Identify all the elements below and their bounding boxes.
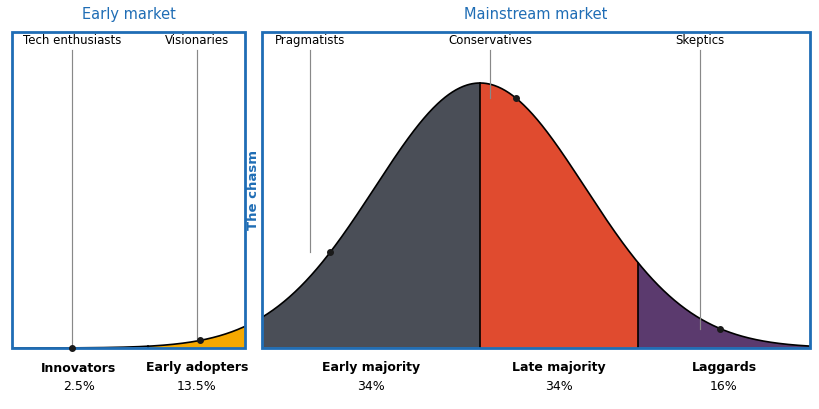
Bar	[262, 32, 809, 348]
Text: 34%: 34%	[357, 380, 384, 393]
Bar	[245, 0, 262, 409]
Text: 16%: 16%	[709, 380, 737, 393]
Text: Early majority: Early majority	[322, 362, 419, 375]
Polygon shape	[637, 263, 809, 348]
Text: Pragmatists: Pragmatists	[274, 34, 345, 47]
Bar	[809, 0, 819, 409]
Text: Conservatives: Conservatives	[447, 34, 532, 47]
Text: Innovators: Innovators	[41, 362, 116, 375]
Text: Visionaries: Visionaries	[165, 34, 229, 47]
Bar	[12, 32, 245, 348]
Polygon shape	[147, 326, 245, 348]
Text: 13.5%: 13.5%	[177, 380, 216, 393]
Text: Early adopters: Early adopters	[146, 362, 248, 375]
Bar	[262, 32, 809, 348]
Bar	[0, 0, 12, 409]
Text: 34%: 34%	[545, 380, 572, 393]
Polygon shape	[12, 346, 147, 348]
Text: Mainstream market: Mainstream market	[464, 7, 607, 22]
Bar	[0, 348, 819, 409]
Polygon shape	[479, 83, 637, 348]
Bar	[12, 32, 245, 348]
Text: Skeptics: Skeptics	[675, 34, 724, 47]
Polygon shape	[262, 83, 479, 348]
Text: Tech enthusiasts: Tech enthusiasts	[23, 34, 121, 47]
Text: Early market: Early market	[81, 7, 175, 22]
Bar	[0, 0, 819, 32]
Text: Late majority: Late majority	[512, 362, 605, 375]
Text: The chasm: The chasm	[247, 150, 260, 230]
Text: Laggards: Laggards	[690, 362, 756, 375]
Text: 2.5%: 2.5%	[63, 380, 95, 393]
